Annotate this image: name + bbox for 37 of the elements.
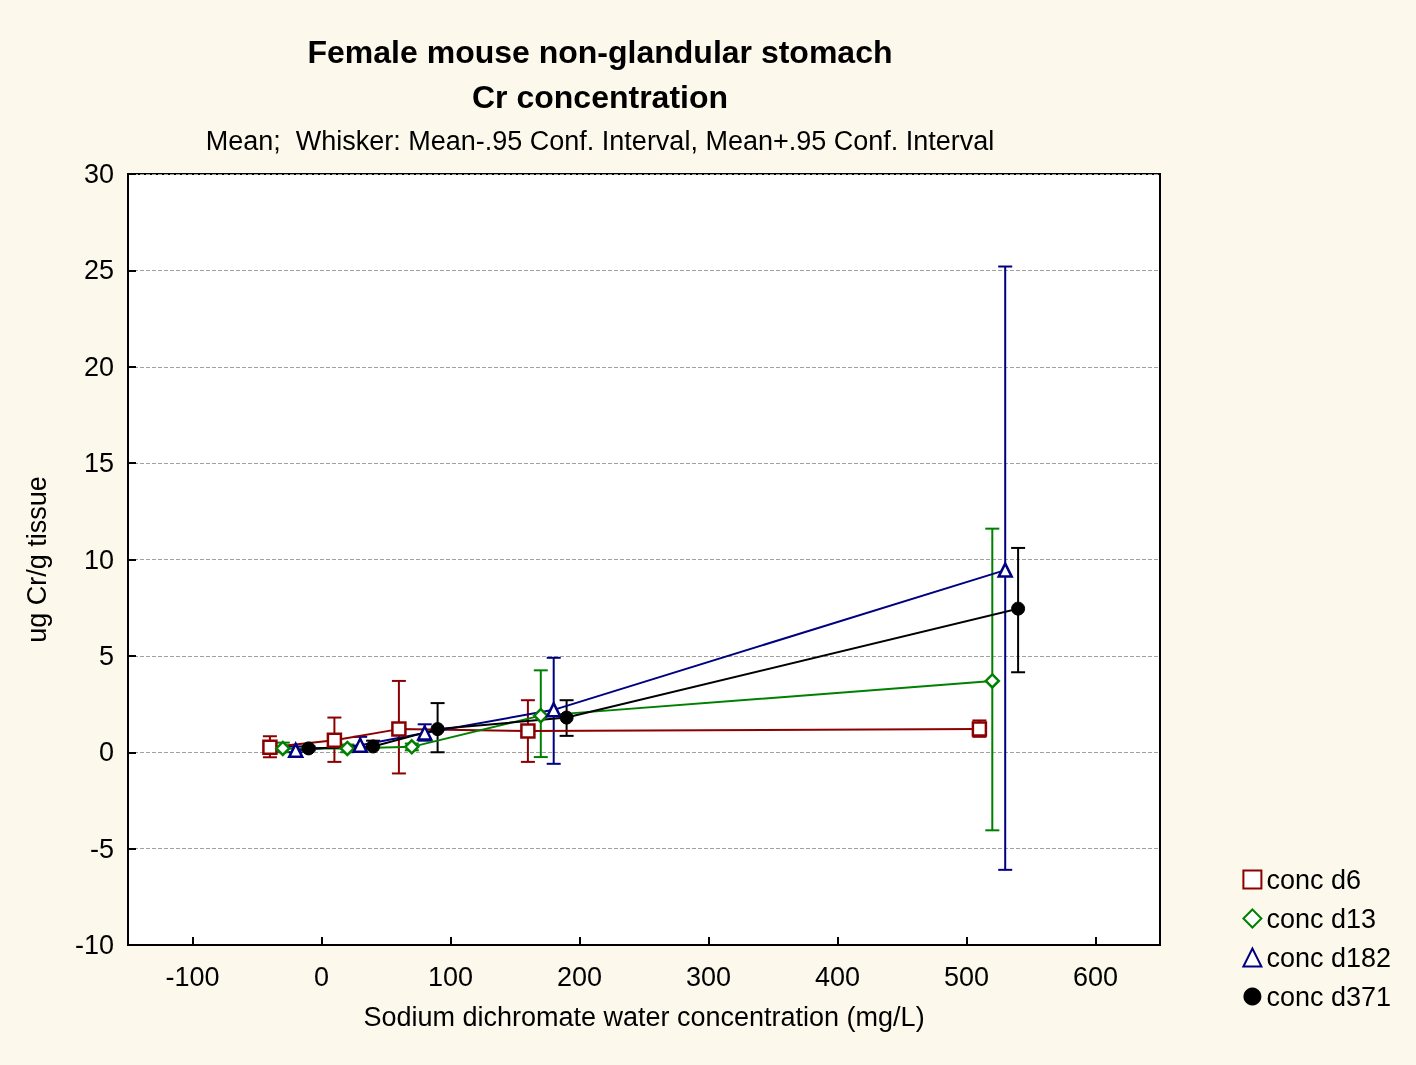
y-tick-label: 0	[98, 737, 114, 768]
x-tick-label: 200	[556, 961, 603, 992]
point	[520, 723, 536, 739]
y-tick-label: 5	[98, 640, 114, 671]
point	[326, 732, 343, 749]
x-tick-label: 300	[685, 961, 732, 992]
x-axis-title: Sodium dichromate water concentration (mg/L)	[363, 1001, 925, 1032]
x-tick-label: 400	[814, 961, 861, 992]
point	[287, 742, 304, 759]
y-axis-title: ug Cr/g tissue	[21, 476, 52, 643]
point	[262, 739, 278, 755]
y-tick-label: 25	[83, 255, 114, 286]
chart-subtitle: Mean; Whisker: Mean-.95 Conf. Interval, Mean+.95 Conf. Interval	[205, 125, 995, 156]
legend-label: conc d371	[1266, 981, 1392, 1012]
point	[391, 721, 407, 737]
chart-title: Female mouse non-glandular stomach Cr concentration	[307, 33, 893, 115]
x-tick-label: 0	[313, 961, 330, 992]
y-tick-label: 30	[83, 159, 114, 189]
y-tick-label: 15	[83, 448, 114, 479]
x-tick-label: 500	[943, 961, 990, 992]
legend-label: conc d6	[1266, 864, 1361, 895]
x-tick-label: 600	[1072, 961, 1119, 992]
y-tick-label: 20	[83, 351, 114, 382]
point	[430, 722, 445, 737]
y-tick-label: -10	[74, 930, 114, 960]
legend-label: conc d13	[1266, 903, 1376, 934]
y-tick-label: 10	[83, 544, 114, 575]
x-tick-label: 100	[427, 961, 474, 992]
point	[533, 707, 549, 724]
y-tick-label: -5	[89, 833, 114, 864]
point	[1011, 601, 1026, 616]
point	[545, 702, 562, 718]
point	[559, 710, 574, 725]
point	[997, 562, 1013, 578]
point	[984, 673, 1001, 689]
x-tick-label: -100	[165, 961, 220, 992]
legend-label: conc d182	[1266, 942, 1392, 973]
